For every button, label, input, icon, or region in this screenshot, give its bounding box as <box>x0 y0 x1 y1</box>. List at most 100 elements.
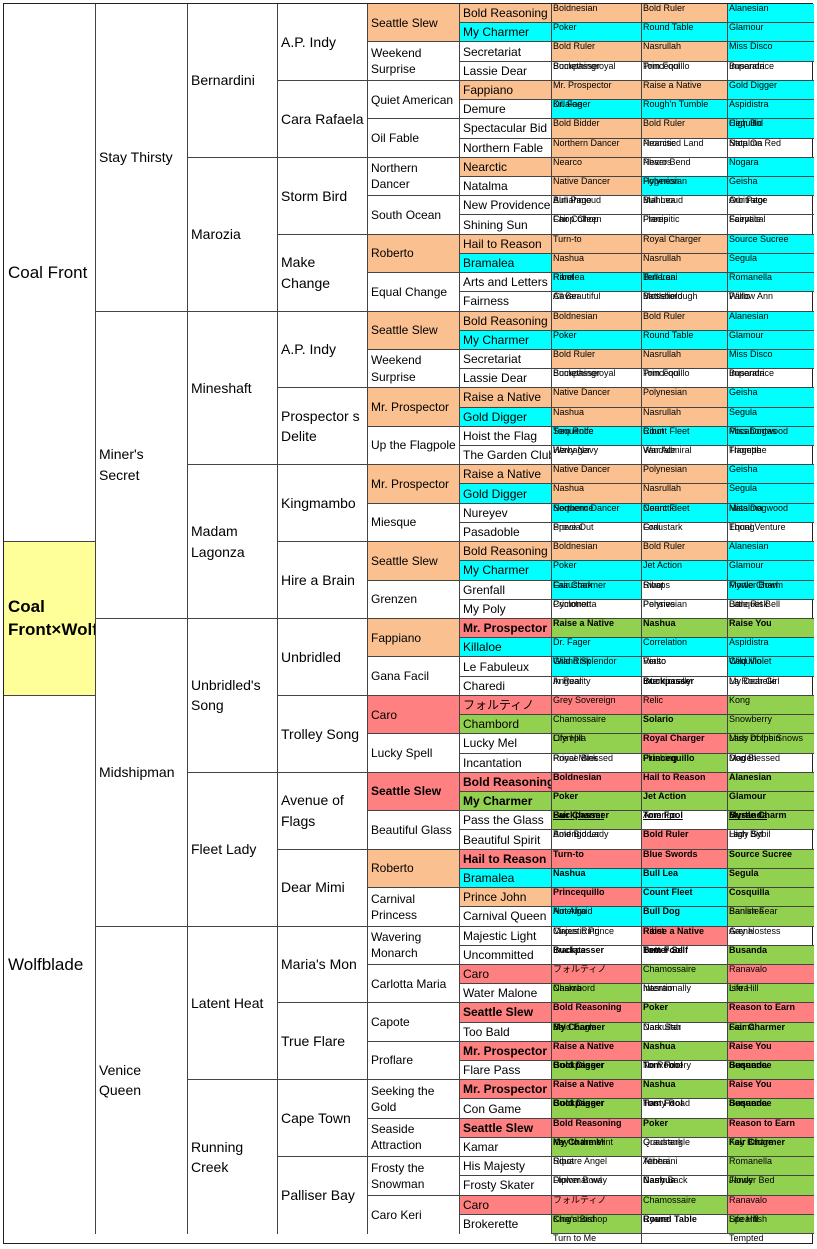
gen6-ancestor-cell: Lassie Dear <box>460 61 552 81</box>
gen7-ancestor-cell: Northern Dancer <box>552 138 642 158</box>
gen7-ancestor-cell: Diplomat way <box>552 1176 642 1196</box>
gen4-ancestor-cell: True Flare <box>278 1003 368 1081</box>
gen7-ancestor-cell: フォルティノ <box>552 1195 642 1215</box>
gen8-ancestor-cell: Jet Action <box>642 561 728 581</box>
gen5-ancestor-cell: Equal Change <box>368 273 460 312</box>
gen9-ancestor-cell: Busanda <box>728 369 814 389</box>
gen9-ancestor-cell: Aspidistra <box>728 638 814 658</box>
gen3-ancestor-cell: Running Creek <box>188 1080 278 1234</box>
gen7-ancestor-cell: Dr. Fager <box>552 638 642 658</box>
gen8-ancestor-cell: Swaps <box>642 580 728 600</box>
gen9-ancestor-cell: Flagette <box>728 446 814 466</box>
gen4-ancestor-cell: Trolley Song <box>278 695 368 773</box>
gen7-ancestor-cell: Tom Rolfe <box>552 426 642 447</box>
gen7-ancestor-cell: Mr. Prospector <box>552 80 642 101</box>
gen6-ancestor-cell: Fairness <box>460 292 552 312</box>
gen8-ancestor-cell: Nashua <box>642 1080 728 1100</box>
gen6-ancestor-cell: My Charmer <box>460 791 552 812</box>
gen8-ancestor-cell: Bold Ruler <box>642 119 728 139</box>
gen5-ancestor-cell: Wavering Monarch <box>368 926 460 965</box>
gen8-ancestor-cell: Flares <box>642 215 728 235</box>
gen8-ancestor-cell: No Robbery <box>642 1061 728 1081</box>
gen5-ancestor-cell: Carnival Princess <box>368 888 460 927</box>
gen9-ancestor-cell: Wild Violet <box>728 657 814 677</box>
gen6-ancestor-cell: New Providence <box>460 196 552 216</box>
gen7-ancestor-cell: Native Dancer <box>552 176 642 197</box>
gen6-ancestor-cell: Shining Sun <box>460 215 552 235</box>
gen7-ancestor-cell: Ribot <box>552 273 642 293</box>
gen6-ancestor-cell: Chambord <box>460 715 552 735</box>
gen9-ancestor-cell: Miss Dolphin <box>728 734 814 754</box>
gen6-ancestor-cell: Con Game <box>460 1099 552 1119</box>
gen7-ancestor-cell: Raise a Native <box>552 619 642 639</box>
gen1-ancestor-cell: Coal Front×Wolfblade <box>4 542 96 696</box>
gen9-ancestor-cell: Cosquilla <box>728 888 814 908</box>
gen8-ancestor-cell: Carry Back <box>642 1176 728 1196</box>
gen6-ancestor-cell: Too Bald <box>460 1022 552 1042</box>
gen5-ancestor-cell: Seattle Slew <box>368 542 460 581</box>
gen9-ancestor-cell: Natalma <box>728 139 814 158</box>
gen8-ancestor-cell: Buckpasser <box>642 676 728 696</box>
gen9-ancestor-cell: Tempted <box>729 1234 764 1243</box>
gen6-ancestor-cell: Nureyev <box>460 503 552 523</box>
gen7-ancestor-cell: Buckpasser <box>552 61 642 81</box>
gen5-ancestor-cell: Seattle Slew <box>368 772 460 812</box>
gen9-ancestor-cell: Willow Ann <box>728 292 814 312</box>
gen6-ancestor-cell: Hoist the Flag <box>460 426 552 447</box>
gen8-ancestor-cell: Tom Fool <box>642 61 728 81</box>
gen7-ancestor-cell: Amerigo <box>552 907 642 927</box>
gen8-ancestor-cell: Nashua <box>642 619 728 639</box>
gen6-ancestor-cell: Caro <box>460 964 552 985</box>
gen8-ancestor-cell: Flushing <box>642 753 728 773</box>
gen6-ancestor-cell: Brokerette <box>460 1214 552 1234</box>
gen9-ancestor-cell: Geisha <box>728 388 814 408</box>
gen6-ancestor-cell: Bold Reasoning <box>460 542 552 562</box>
gen6-ancestor-cell: Gold Digger <box>460 407 552 427</box>
gen8-ancestor-cell: Mossborough <box>642 292 728 312</box>
gen6-ancestor-cell: Beautiful Spirit <box>460 830 552 850</box>
gen8-ancestor-cell: Pharos <box>642 157 728 177</box>
gen8-ancestor-cell: Nasrullah <box>642 253 728 274</box>
gen8-ancestor-cell: Count Fleet <box>642 888 728 908</box>
gen7-ancestor-cell: Grey Sovereign <box>552 695 642 716</box>
gen6-ancestor-cell: Incantation <box>460 753 552 773</box>
gen5-ancestor-cell: Beautiful Glass <box>368 811 460 850</box>
gen7-ancestor-cell: Turn-to <box>552 849 642 869</box>
gen8-ancestor-cell: Nasrullah <box>642 484 728 504</box>
gen2-ancestor-cell: Midshipman <box>96 619 188 927</box>
gen6-ancestor-cell: Killaloe <box>460 638 552 658</box>
gen7-ancestor-cell: Wild Risk <box>552 657 642 677</box>
gen7-ancestor-cell: Chop Chop <box>552 215 642 235</box>
gen7-ancestor-cell: Nearco <box>552 157 642 177</box>
gen7-ancestor-cell: Olympia <box>552 734 642 754</box>
gen9-ancestor-cell: Natalma <box>728 504 814 523</box>
gen7-ancestor-cell: Nashua <box>552 484 642 504</box>
gen8-ancestor-cell: Blue Swords <box>642 849 728 869</box>
gen9-ancestor-cell: Busanda <box>728 1099 814 1119</box>
gen9-ancestor-cell: Busanda <box>728 945 814 965</box>
gen7-ancestor-cell: Bold Reasoning <box>552 1003 642 1023</box>
gen5-ancestor-cell: Mr. Prospector <box>368 465 460 504</box>
gen9-ancestor-cell: Glamour <box>728 561 814 581</box>
gen8-ancestor-cell: Nasrullah <box>642 42 728 62</box>
gen6-ancestor-cell: Spectacular Bid <box>460 119 552 139</box>
gen1-ancestor-cell: Wolfblade <box>4 695 96 1234</box>
gen3-ancestor-cell: Unbridled's Song <box>188 619 278 773</box>
gen7-ancestor-cell: Buckpasser <box>552 1061 642 1081</box>
gen9-ancestor-cell: Little Risk <box>728 600 814 619</box>
gen8-ancestor-cell: Vandale <box>642 446 728 466</box>
gen5-ancestor-cell: Carlotta Maria <box>368 964 460 1004</box>
gen5-ancestor-cell: Up the Flagpole <box>368 426 460 466</box>
gen8-ancestor-cell: Verso <box>642 657 728 677</box>
gen8-ancestor-cell: Poker <box>642 1003 728 1023</box>
gen7-ancestor-cell: フォルティノ <box>552 964 642 985</box>
gen8-ancestor-cell: Amerigo <box>642 811 728 831</box>
gen6-ancestor-cell: Raise a Native <box>460 465 552 485</box>
gen9-ancestor-cell: Nogara <box>728 157 814 177</box>
gen6-ancestor-cell: My Charmer <box>460 23 552 43</box>
gen9-ancestor-cell: Reason to Earn <box>728 1003 814 1023</box>
gen9-ancestor-cell: Dog Blessed <box>728 754 814 773</box>
gen9-ancestor-cell: Ranavalo <box>728 1195 814 1215</box>
gen9-ancestor-cell: Our Page <box>728 196 814 216</box>
gen7-ancestor-cell: Dr. Fager <box>552 100 642 120</box>
